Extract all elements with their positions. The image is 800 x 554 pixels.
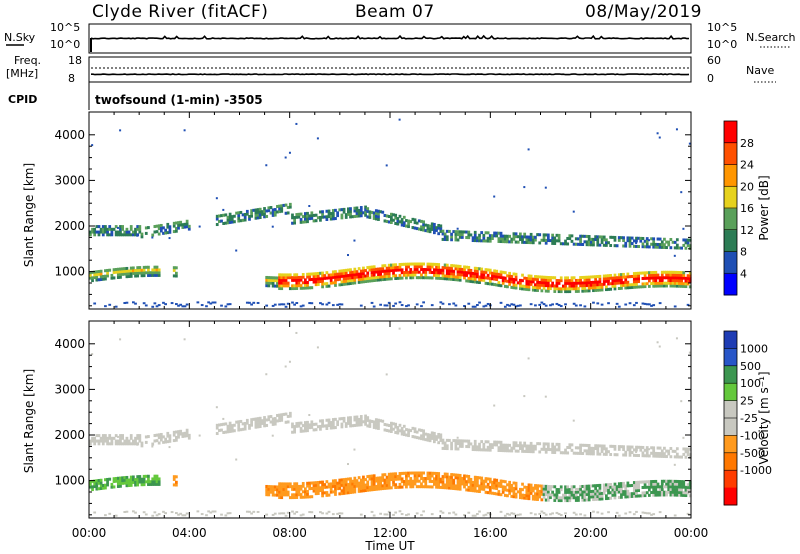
velocity-data: [89, 327, 692, 517]
x-tick-label: 16:00: [473, 526, 508, 540]
velocity-colorbar-segment: [724, 383, 737, 402]
velocity-y-tick-label: 2000: [54, 428, 85, 442]
velocity-colorbar-segment: [724, 331, 737, 349]
velocity-panel: 1000 2000 3000 4000 Slant Range [km]: [22, 320, 692, 519]
velocity-colorbar-tick: 1000: [740, 342, 768, 355]
power-y-tick-label: 1000: [54, 265, 85, 279]
velocity-colorbar-segment: [724, 435, 737, 454]
x-axis-title: Time UT: [364, 539, 415, 553]
velocity-colorbar-tick: 25: [740, 395, 754, 408]
velocity-colorbar-label: Velocity [m s⁻¹]: [757, 371, 771, 464]
power-colorbar-segment: [724, 229, 737, 252]
velocity-colorbar-tick: 100: [740, 377, 761, 390]
freq-label: Freq.: [14, 54, 41, 67]
power-colorbar-segment: [724, 208, 737, 231]
power-colorbar-tick: 8: [740, 246, 747, 259]
nsky-right-tick-bottom: 10^0: [707, 38, 737, 51]
velocity-x-ticks: [88, 321, 692, 518]
freq-panel: Freq. [MHz] 18 8 60 0 Nave: [6, 54, 776, 85]
x-tick-label: 08:00: [272, 526, 307, 540]
velocity-colorbar: 1000 500 100 25 -25 -100 -500 -1000 Velocity [m…: [723, 330, 772, 506]
power-x-ticks: [88, 112, 692, 309]
velocity-colorbar-segment: [724, 487, 737, 506]
cpid-label: CPID: [8, 93, 37, 106]
freq-series: [91, 73, 690, 76]
power-colorbar-tick: 4: [740, 267, 747, 280]
freq-unit-label: [MHz]: [6, 67, 38, 80]
velocity-colorbar-tick: -25: [740, 412, 758, 425]
power-colorbar-tick: 12: [740, 224, 754, 237]
cpid-text: twofsound (1-min) -3505: [95, 93, 263, 107]
power-y-tick-label: 4000: [54, 128, 85, 142]
nave-tick-bottom: 0: [707, 72, 714, 85]
power-colorbar-label: Power [dB]: [757, 175, 771, 240]
power-data: [89, 118, 692, 308]
x-tick-label: 00:00: [674, 526, 709, 540]
velocity-colorbar-tick: -500: [740, 447, 765, 460]
power-y-tick-label: 3000: [54, 173, 85, 187]
velocity-y-tick-label: 4000: [54, 337, 85, 351]
nsky-right-tick-top: 10^5: [707, 21, 737, 34]
power-colorbar-segment: [724, 251, 737, 274]
velocity-colorbar-tick: -100: [740, 429, 765, 442]
power-colorbar-segment: [724, 142, 737, 165]
velocity-colorbar-segment: [724, 348, 737, 367]
freq-tick-top: 18: [68, 54, 82, 67]
velocity-colorbar-segment: [724, 470, 737, 489]
velocity-colorbar-tick: -1000: [740, 464, 772, 477]
velocity-colorbar-segment: [724, 365, 737, 384]
power-colorbar: 4 8 12 16 20 24 28 Power [dB]: [723, 120, 771, 296]
nsky-label: N.Sky: [4, 31, 36, 44]
velocity-colorbar-tick: 500: [740, 360, 761, 373]
power-panel: 1000 2000 3000 4000 Slant Range [km]: [22, 111, 692, 310]
power-colorbar-tick: 24: [740, 159, 754, 172]
power-ylabel: Slant Range [km]: [22, 163, 36, 267]
x-tick-label: 04:00: [172, 526, 207, 540]
nsky-series: [90, 34, 690, 40]
velocity-colorbar-segment: [724, 418, 737, 436]
nsky-tick-bottom: 10^0: [50, 38, 80, 51]
velocity-y-tick-label: 1000: [54, 474, 85, 488]
power-colorbar-segment: [724, 164, 737, 187]
velocity-y-ticks: 1000 2000 3000 4000: [54, 337, 691, 516]
power-colorbar-segment: [724, 273, 737, 296]
x-tick-label: 12:00: [373, 526, 408, 540]
freq-tick-bottom: 8: [68, 72, 75, 85]
nsky-tick-top: 10^5: [50, 21, 80, 34]
power-colorbar-tick: 20: [740, 180, 754, 193]
power-y-tick-label: 2000: [54, 219, 85, 233]
power-colorbar-segment: [724, 121, 737, 144]
velocity-y-tick-label: 3000: [54, 382, 85, 396]
nsky-panel: N.Sky 10^5 10^0 10^5 10^0 N.Search: [4, 21, 796, 54]
velocity-colorbar-segment: [724, 452, 737, 471]
x-tick-label: 20:00: [573, 526, 608, 540]
date-title: 08/May/2019: [585, 2, 702, 22]
nave-tick-top: 60: [707, 54, 721, 67]
velocity-colorbar-segment: [724, 400, 737, 419]
nave-label: Nave: [746, 64, 774, 77]
velocity-ylabel: Slant Range [km]: [22, 369, 36, 473]
beam-title: Beam 07: [355, 2, 435, 22]
x-axis-labels: 00:00 04:00 08:00 12:00 16:00 20:00 00:00: [72, 526, 709, 540]
power-colorbar-tick: 16: [740, 202, 754, 215]
power-colorbar-tick: 28: [740, 137, 754, 150]
station-title: Clyde River (fitACF): [92, 2, 269, 22]
power-colorbar-segment: [724, 186, 737, 209]
x-tick-label: 00:00: [72, 526, 107, 540]
power-y-ticks: 1000 2000 3000 4000: [54, 128, 691, 307]
nsearch-label: N.Search: [746, 31, 796, 44]
